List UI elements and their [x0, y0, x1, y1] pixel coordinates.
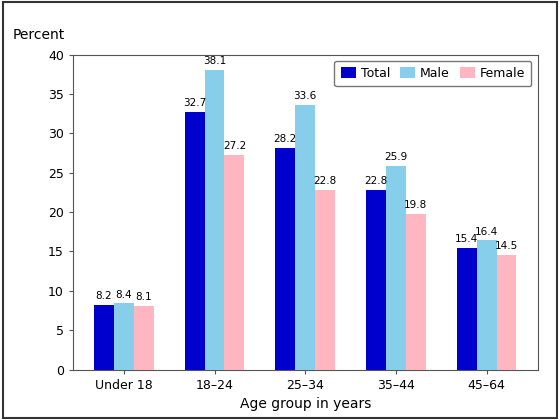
Text: 19.8: 19.8	[404, 200, 427, 210]
Bar	[456, 248, 477, 370]
Bar	[366, 190, 386, 370]
Text: 22.8: 22.8	[314, 176, 337, 186]
Text: 32.7: 32.7	[183, 98, 206, 108]
Bar	[204, 70, 225, 370]
Bar	[315, 190, 335, 370]
Legend: Total, Male, Female: Total, Male, Female	[334, 61, 531, 87]
Bar	[497, 255, 516, 370]
Text: 14.5: 14.5	[495, 241, 518, 252]
Bar	[134, 306, 154, 370]
Bar	[386, 165, 406, 370]
Bar	[185, 112, 204, 370]
Text: 8.1: 8.1	[136, 292, 152, 302]
Text: 27.2: 27.2	[223, 142, 246, 152]
Text: 8.4: 8.4	[115, 289, 132, 299]
Text: Percent: Percent	[12, 28, 64, 42]
Bar	[295, 105, 315, 370]
Text: 38.1: 38.1	[203, 55, 226, 66]
Bar	[406, 214, 426, 370]
Text: 16.4: 16.4	[475, 226, 498, 236]
Text: 28.2: 28.2	[274, 134, 297, 144]
Text: 15.4: 15.4	[455, 234, 478, 244]
Bar	[477, 240, 497, 370]
Text: 8.2: 8.2	[96, 291, 112, 301]
Bar	[114, 303, 134, 370]
Bar	[225, 155, 245, 370]
Bar	[94, 305, 114, 370]
Text: 33.6: 33.6	[293, 91, 317, 101]
X-axis label: Age group in years: Age group in years	[240, 397, 371, 411]
Bar	[276, 147, 295, 370]
Text: 25.9: 25.9	[384, 152, 408, 162]
Text: 22.8: 22.8	[365, 176, 388, 186]
